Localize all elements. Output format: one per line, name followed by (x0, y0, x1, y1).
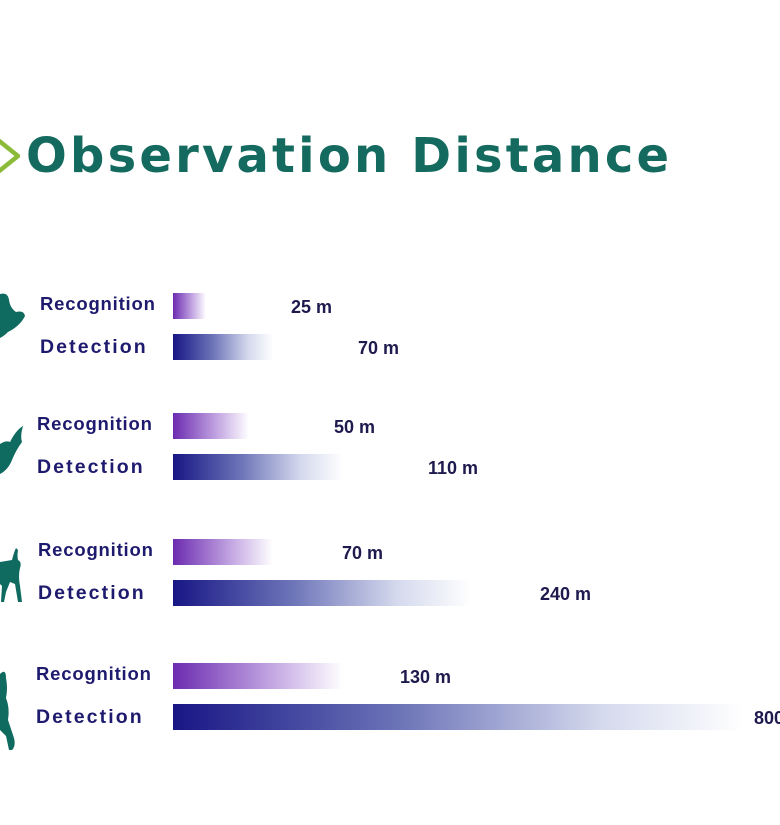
chevron-right-icon (0, 138, 20, 174)
value-label: 70 m (358, 338, 400, 358)
page-title: Observation Distance (26, 128, 673, 184)
detection-bar (173, 580, 471, 606)
detection-label: Detection (36, 706, 144, 728)
recognition-label: Recognition (38, 539, 154, 560)
detection-label: Detection (38, 582, 146, 604)
person-icon (0, 671, 15, 750)
recognition-label: Recognition (36, 663, 152, 684)
detection-bar (173, 454, 343, 480)
recognition-bar (173, 293, 206, 319)
dog-icon (0, 548, 22, 602)
recognition-bar (173, 539, 273, 565)
bird-icon (0, 293, 25, 338)
value-label: 130 m (400, 667, 452, 687)
value-label: 800 (754, 708, 780, 728)
value-label: 70 m (342, 543, 384, 563)
eagle-icon (0, 426, 23, 474)
value-label: 50 m (334, 417, 376, 437)
detection-label: Detection (37, 456, 145, 478)
detection-bar (173, 704, 743, 730)
recognition-bar (173, 413, 249, 439)
recognition-bar (173, 663, 343, 689)
detection-bar (173, 334, 273, 360)
recognition-label: Recognition (37, 413, 153, 434)
recognition-label: Recognition (40, 293, 156, 314)
value-label: 240 m (540, 584, 592, 604)
value-label: 25 m (291, 297, 333, 317)
value-label: 110 m (428, 458, 479, 478)
detection-label: Detection (40, 336, 148, 358)
